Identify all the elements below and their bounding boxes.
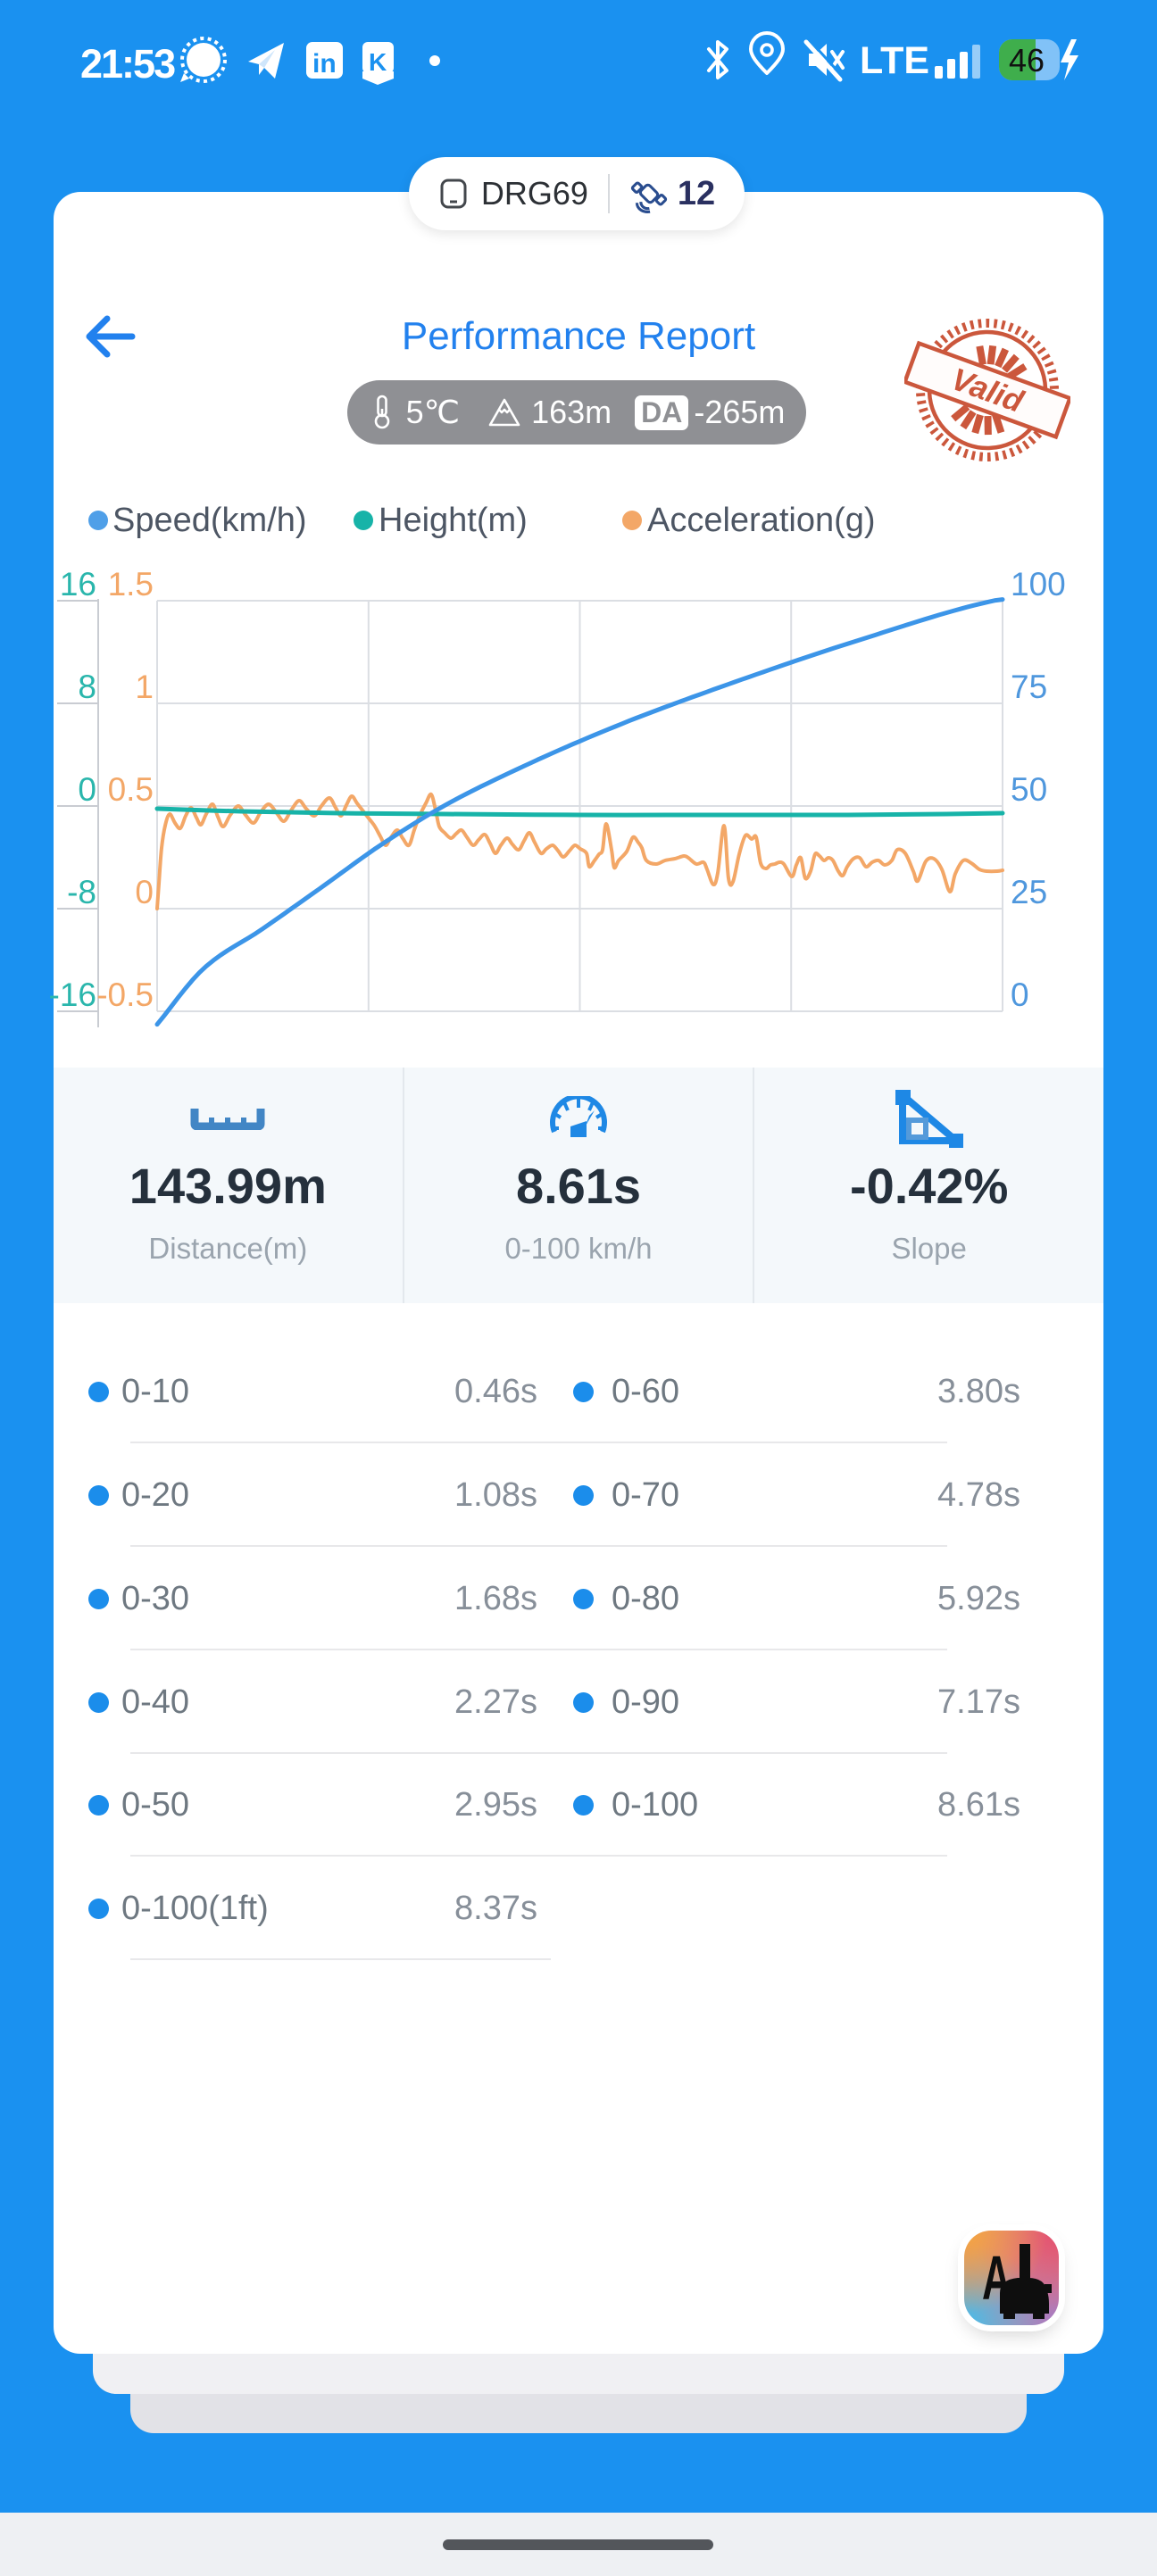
- svg-text:-0.5: -0.5: [96, 976, 154, 1013]
- svg-text:LTE: LTE: [860, 39, 929, 82]
- svg-text:K: K: [369, 48, 387, 76]
- svg-text:25: 25: [1011, 874, 1047, 910]
- svg-text:46: 46: [1009, 42, 1045, 79]
- svg-text:8: 8: [78, 669, 96, 705]
- svg-text:in: in: [312, 49, 337, 79]
- svg-text:-16: -16: [49, 976, 96, 1013]
- svg-text:0: 0: [135, 874, 154, 910]
- svg-text:100: 100: [1011, 566, 1066, 602]
- svg-text:1: 1: [135, 669, 154, 705]
- svg-text:0: 0: [1011, 976, 1029, 1013]
- svg-text:75: 75: [1011, 669, 1047, 705]
- svg-text:0: 0: [78, 771, 96, 808]
- svg-text:16: 16: [60, 566, 96, 602]
- svg-text:-8: -8: [67, 874, 96, 910]
- svg-text:0.5: 0.5: [108, 771, 154, 808]
- svg-text:50: 50: [1011, 771, 1047, 808]
- svg-text:1.5: 1.5: [108, 566, 154, 602]
